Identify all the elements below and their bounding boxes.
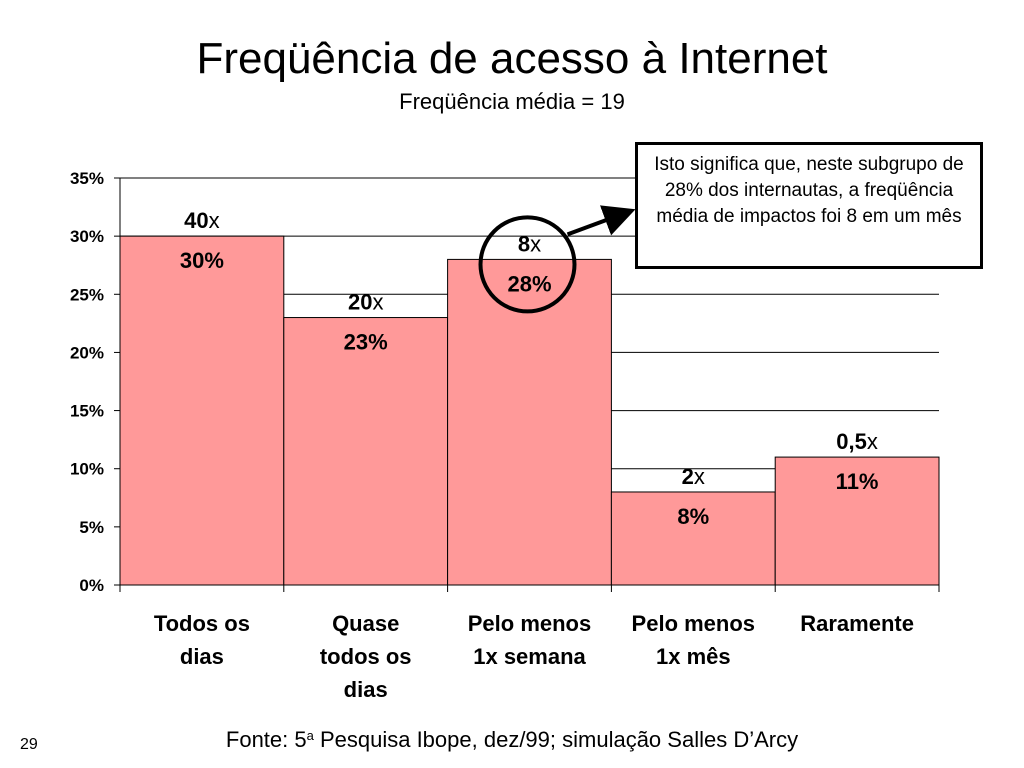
category-labels: Todos os dias Quase todos os dias Pelo menos 1… (154, 611, 914, 702)
y-tick-label: 0% (79, 576, 104, 595)
source-prefix: Fonte: 5 (225, 727, 307, 752)
frequency-label: 20x (348, 290, 383, 315)
callout-annotation (478, 205, 636, 314)
highlight-circle (478, 215, 577, 314)
value-label: 28% (507, 271, 551, 296)
y-tick-label: 5% (79, 518, 104, 537)
y-tick-label: 25% (70, 285, 104, 304)
y-tick-label: 35% (70, 169, 104, 188)
bars (119, 235, 940, 586)
callout-box: Isto significa que, neste subgrupo de 28… (635, 142, 983, 269)
category-label: Pelo menos 1x mês (632, 611, 755, 669)
value-label: 23% (344, 330, 388, 355)
slide-number: 29 (20, 736, 38, 753)
category-label: Raramente (800, 611, 914, 636)
value-label: 30% (180, 248, 224, 273)
frequency-label: 40x (184, 208, 219, 233)
y-tick-label: 30% (70, 227, 104, 246)
source-note: Fonte: 5a Pesquisa Ibope, dez/99; simula… (0, 726, 1024, 754)
source-superscript: a (306, 728, 314, 743)
bar (774, 456, 940, 586)
category-label: Pelo menos 1x semana (468, 611, 591, 669)
y-tick-label: 20% (70, 343, 104, 362)
source-suffix: Pesquisa Ibope, dez/99; simulação Salles… (313, 727, 799, 752)
frequency-label: 2x (682, 464, 705, 489)
category-label: Quase todos os dias (320, 611, 412, 702)
bar (283, 317, 449, 586)
y-tick-label: 10% (70, 460, 104, 479)
bar (447, 258, 612, 586)
slide-subtitle: Freqüência média = 19 (399, 89, 625, 114)
category-label: Todos os dias (154, 611, 250, 669)
frequency-label: 0,5x (836, 429, 878, 454)
y-tick-label: 15% (70, 402, 104, 421)
value-label: 8% (677, 504, 709, 529)
slide-title: Freqüência de acesso à Internet (196, 34, 828, 83)
axes: 0% 5% 10% 15% 20% 25% 30% 35% (70, 169, 940, 595)
bar (119, 235, 285, 586)
bar-labels: 40x 30% 20x 23% 8x 28% 2x 8% 0,5x 11% (180, 208, 879, 529)
value-label: 11% (836, 469, 879, 494)
callout-arrow (566, 205, 636, 237)
frequency-label: 8x (518, 231, 541, 256)
